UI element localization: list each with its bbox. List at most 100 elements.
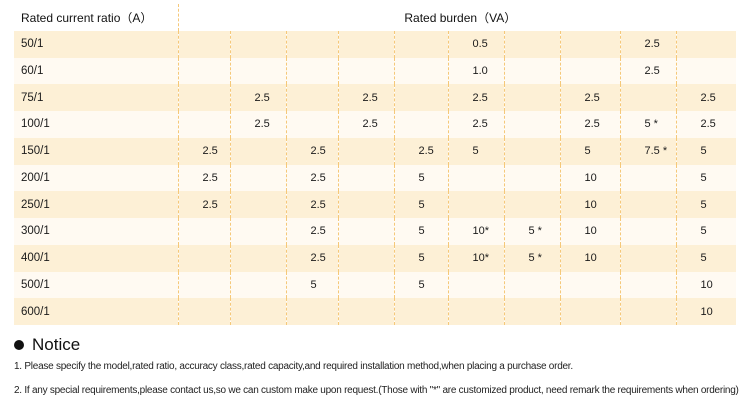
table-row: 60/1 1.0 2.5 bbox=[14, 57, 737, 85]
burden-cell bbox=[285, 298, 339, 325]
burden-cell: 5 bbox=[393, 191, 449, 218]
burden-cell bbox=[447, 298, 505, 325]
burden-cell: 2.5 bbox=[285, 164, 339, 192]
burden-value: 5 bbox=[700, 171, 707, 184]
ratio-cell: 100/1 bbox=[14, 111, 179, 138]
burden-value: 2.5 bbox=[362, 118, 378, 131]
burden-cell: 10 bbox=[559, 191, 621, 218]
notice-title: Notice bbox=[32, 335, 81, 354]
burden-cell bbox=[177, 244, 231, 272]
burden-cell bbox=[229, 244, 287, 272]
burden-value: 2.5 bbox=[202, 171, 218, 184]
burden-cell bbox=[393, 30, 449, 58]
burden-cell bbox=[177, 271, 231, 299]
burden-value: 2.5 bbox=[644, 38, 660, 51]
burden-value: 2.5 bbox=[584, 118, 600, 131]
burden-cell: 5 bbox=[675, 137, 737, 165]
burden-cell bbox=[559, 271, 621, 299]
burden-cell: 0.5 bbox=[447, 30, 505, 58]
burden-cell: 5 bbox=[393, 164, 449, 192]
burden-cell bbox=[229, 191, 287, 218]
ratio-cell: 250/1 bbox=[14, 191, 179, 218]
burden-cell bbox=[337, 298, 395, 325]
burden-cell bbox=[229, 271, 287, 299]
burden-cell: 2.5 bbox=[177, 137, 231, 165]
table-row: 75/1 2.5 2.5 2.5 2.5 2.5 bbox=[14, 84, 737, 111]
burden-value: 2.5 bbox=[254, 118, 270, 131]
table-row: 500/1 5 5 10 bbox=[14, 271, 737, 299]
burden-cell: 2.5 bbox=[229, 111, 287, 138]
burden-cell bbox=[229, 164, 287, 192]
table-row: 300/1 2.5 5 10* 5 * 10 5 bbox=[14, 218, 737, 245]
burden-cell: 7.5 * bbox=[619, 137, 677, 165]
burden-value: 10 bbox=[700, 305, 713, 318]
burden-cell: 10 bbox=[559, 244, 621, 272]
burden-cell: 10 bbox=[675, 271, 737, 299]
header-rated-current-ratio: Rated current ratio（A） bbox=[14, 4, 179, 31]
notice-line-1: 1. Please specify the model,rated ratio,… bbox=[14, 361, 573, 372]
burden-value: 2.5 bbox=[644, 64, 660, 77]
burden-cell bbox=[285, 30, 339, 58]
burden-cell bbox=[619, 244, 677, 272]
burden-value: 5 * bbox=[528, 252, 542, 265]
ratio-cell: 600/1 bbox=[14, 298, 179, 325]
notice-heading: Notice bbox=[14, 335, 80, 355]
burden-cell bbox=[229, 30, 287, 58]
header-rated-burden: Rated burden（VA） bbox=[404, 10, 517, 25]
burden-value: 10 bbox=[584, 252, 597, 265]
burden-value: 5 bbox=[418, 171, 425, 184]
table-row: 50/1 0.5 2.5 bbox=[14, 30, 737, 58]
burden-cell: 5 bbox=[675, 218, 737, 245]
burden-cell bbox=[337, 164, 395, 192]
burden-cell bbox=[503, 137, 561, 165]
burden-cell: 10 bbox=[559, 164, 621, 192]
burden-cell: 2.5 bbox=[337, 84, 395, 111]
burden-cell: 5 bbox=[285, 271, 339, 299]
table-row: 400/1 2.5 5 10* 5 * 10 5 bbox=[14, 244, 737, 272]
burden-cell bbox=[285, 84, 339, 111]
burden-cell bbox=[229, 298, 287, 325]
burden-cell bbox=[503, 164, 561, 192]
burden-cell bbox=[337, 271, 395, 299]
burden-cell bbox=[503, 298, 561, 325]
burden-cell: 10* bbox=[447, 244, 505, 272]
burden-cell bbox=[285, 57, 339, 85]
burden-cell bbox=[447, 191, 505, 218]
burden-cell: 2.5 bbox=[177, 191, 231, 218]
burden-cell: 5 bbox=[675, 244, 737, 272]
burden-value: 10 bbox=[700, 278, 713, 291]
burden-cell bbox=[177, 218, 231, 245]
burden-cell bbox=[619, 191, 677, 218]
burden-cell: 2.5 bbox=[229, 84, 287, 111]
ratio-cell: 500/1 bbox=[14, 271, 179, 299]
burden-cell: 5 * bbox=[619, 111, 677, 138]
table-row: 600/1 10 bbox=[14, 298, 737, 325]
burden-cell: 5 * bbox=[503, 218, 561, 245]
burden-value: 5 bbox=[700, 145, 707, 158]
burden-cell: 2.5 bbox=[393, 137, 449, 165]
burden-cell bbox=[447, 271, 505, 299]
burden-cell bbox=[177, 30, 231, 58]
burden-value: 2.5 bbox=[310, 171, 326, 184]
burden-cell: 2.5 bbox=[285, 218, 339, 245]
burden-cell bbox=[393, 111, 449, 138]
burden-cell bbox=[559, 298, 621, 325]
burden-cell: 2.5 bbox=[285, 191, 339, 218]
burden-value: 2.5 bbox=[310, 198, 326, 211]
burden-cell bbox=[393, 298, 449, 325]
burden-cell: 5 bbox=[675, 164, 737, 192]
burden-cell bbox=[503, 191, 561, 218]
burden-value: 10* bbox=[472, 252, 490, 265]
burden-cell: 5 bbox=[393, 244, 449, 272]
burden-cell bbox=[177, 84, 231, 111]
burden-cell bbox=[337, 57, 395, 85]
table-row: 200/1 2.5 2.5 5 10 5 bbox=[14, 164, 737, 192]
table-row: 100/1 2.5 2.5 2.5 2.5 5 * 2.5 bbox=[14, 111, 737, 138]
burden-value: 10 bbox=[584, 198, 597, 211]
burden-cell bbox=[619, 84, 677, 111]
burden-value: 5 bbox=[418, 278, 425, 291]
burden-cell: 2.5 bbox=[285, 244, 339, 272]
burden-value: 7.5 * bbox=[644, 145, 668, 158]
burden-value: 2.5 bbox=[310, 145, 326, 158]
ratio-cell: 300/1 bbox=[14, 218, 179, 245]
